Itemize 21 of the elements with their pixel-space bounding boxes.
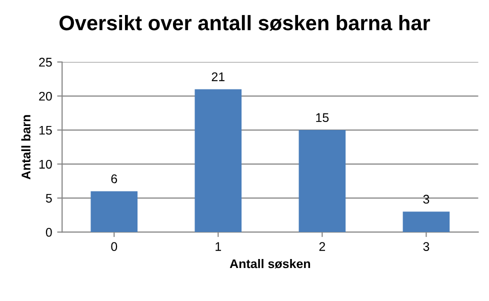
y-tick-label: 25 [39,58,52,67]
chart-title: Oversikt over antall søsken barna har [60,15,430,31]
data-label: 3 [423,194,430,204]
y-tick-label: 20 [39,92,52,101]
x-tick-label: 0 [111,242,118,251]
y-axis-title: Antall barn [21,115,30,180]
bar [194,89,242,232]
bar [402,212,450,232]
y-tick-label: 5 [46,194,52,203]
data-label: 15 [316,113,329,122]
x-tick-label: 2 [319,242,326,251]
bar [90,191,138,232]
y-tick-label: 15 [39,126,52,135]
data-label: 6 [111,174,118,184]
data-label: 21 [212,72,224,82]
x-axis-title: Antall søsken [230,259,310,268]
x-tick-label: 1 [216,242,222,251]
x-tick-label: 3 [423,242,430,251]
bar [298,130,346,232]
y-tick-label: 0 [46,228,52,237]
y-tick-label: 10 [39,160,52,169]
